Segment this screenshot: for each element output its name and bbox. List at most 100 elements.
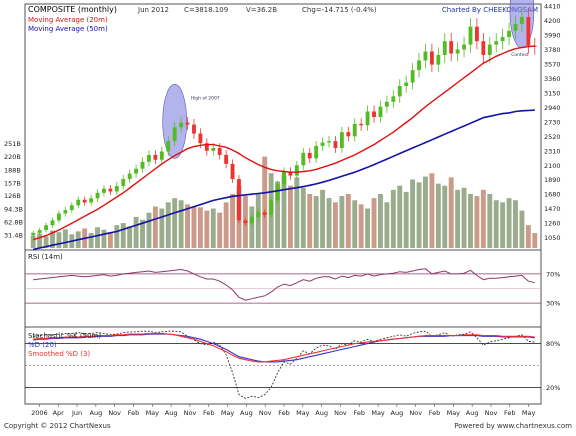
candle-body [172, 127, 177, 142]
annotation-label: High of 2007 [191, 95, 220, 101]
candle-body [243, 220, 248, 224]
volume-bar [352, 200, 358, 248]
candle-body [417, 60, 421, 71]
candle-body [127, 173, 132, 180]
header-change: Chg=-14.715 (-0.4%) [302, 6, 377, 14]
volume-bar [513, 200, 518, 248]
legend-ma20: Moving Average (20m) [28, 16, 108, 24]
volume-bar [365, 208, 371, 248]
candle-body [44, 225, 49, 231]
candle-body [102, 188, 106, 193]
candle-body [494, 41, 499, 45]
header-volume: V=36.2B [246, 6, 277, 14]
volume-bar [88, 233, 94, 248]
volume-bar [390, 189, 396, 248]
x-tick-label: Feb [504, 409, 516, 417]
volume-bar [281, 175, 287, 248]
volume-bar [371, 198, 377, 248]
candle-body [288, 171, 293, 176]
volume-bar [378, 194, 383, 248]
volume-bar [204, 210, 210, 248]
volume-bar [62, 229, 68, 248]
volume-bar [287, 185, 293, 248]
candle-body [391, 96, 396, 102]
volume-bar [37, 233, 43, 248]
volume-bar [114, 225, 120, 248]
candle-body [378, 106, 383, 118]
candle-body [185, 122, 190, 125]
candle-body [359, 123, 364, 126]
stoch-legend-smoothed: Smoothed %D (3) [28, 350, 90, 358]
x-tick-label: 2006 [31, 409, 48, 417]
footer-copyright: Copyright © 2012 ChartNexus [4, 422, 111, 430]
volume-tick-label: 126B [4, 192, 21, 200]
price-tick-label: 4410 [544, 3, 561, 11]
volume-bar [468, 194, 473, 248]
x-tick-label: Aug [466, 409, 479, 417]
volume-bar [345, 194, 351, 248]
volume-bar [532, 233, 538, 248]
rsi-tick-label: 30% [546, 300, 560, 308]
x-tick-label: Aug [90, 409, 103, 417]
stoch-legend-k: Stochastic %K (50m) [28, 332, 101, 340]
volume-bar [403, 191, 409, 248]
volume-bar [133, 216, 139, 248]
candle-body [372, 111, 376, 118]
volume-bar [275, 181, 281, 248]
ma20-line [32, 45, 535, 241]
candle-body [410, 70, 415, 83]
candle-body [140, 161, 145, 169]
candle-body [442, 41, 447, 55]
candle-body [108, 188, 113, 192]
volume-bar [107, 232, 113, 248]
candle-body [179, 122, 184, 128]
candle-body [397, 85, 402, 97]
volume-bar [525, 225, 531, 248]
price-tick-label: 3150 [544, 89, 561, 97]
volume-bar [519, 210, 525, 248]
price-tick-label: 2100 [544, 162, 561, 170]
candle-body [198, 133, 203, 144]
footer-powered: Powered by www.chartnexus.com [454, 422, 572, 430]
rsi-line [33, 268, 535, 301]
candle-body [513, 23, 518, 31]
x-tick-label: Feb [128, 409, 140, 417]
x-tick-label: Nov [409, 409, 422, 417]
stoch-k-line [33, 330, 535, 399]
volume-bar [101, 229, 107, 248]
price-tick-label: 2730 [544, 118, 561, 126]
candle-body [468, 26, 473, 45]
candle-body [166, 141, 171, 152]
volume-bar [455, 189, 461, 248]
price-tick-label: 1470 [544, 205, 561, 213]
volume-bar [429, 173, 435, 248]
x-tick-label: Aug [240, 409, 253, 417]
candle-body [95, 192, 100, 199]
volume-bar [159, 208, 165, 248]
volume-bar [480, 189, 486, 248]
candle-body [211, 148, 216, 151]
candle-body [333, 141, 338, 149]
price-tick-label: 4200 [544, 17, 561, 25]
candle-body [327, 141, 331, 143]
volume-bar [448, 177, 454, 248]
candle-body [256, 212, 261, 217]
volume-bar [172, 198, 178, 248]
x-tick-label: Feb [203, 409, 215, 417]
price-tick-label: 2940 [544, 104, 561, 112]
candle-body [301, 152, 306, 166]
stoch-tick-label: 80% [546, 340, 560, 348]
candle-body [455, 49, 460, 54]
volume-tick-label: 188B [4, 166, 21, 174]
x-tick-label: May [296, 409, 310, 417]
volume-bar [326, 198, 332, 248]
volume-bar [506, 198, 512, 248]
x-tick-label: Nov [108, 409, 121, 417]
price-tick-label: 1680 [544, 191, 561, 199]
volume-bar [249, 206, 255, 248]
candle-body [507, 30, 511, 38]
volume-bar [152, 206, 158, 248]
candle-body [526, 17, 531, 46]
volume-bar [146, 212, 152, 248]
